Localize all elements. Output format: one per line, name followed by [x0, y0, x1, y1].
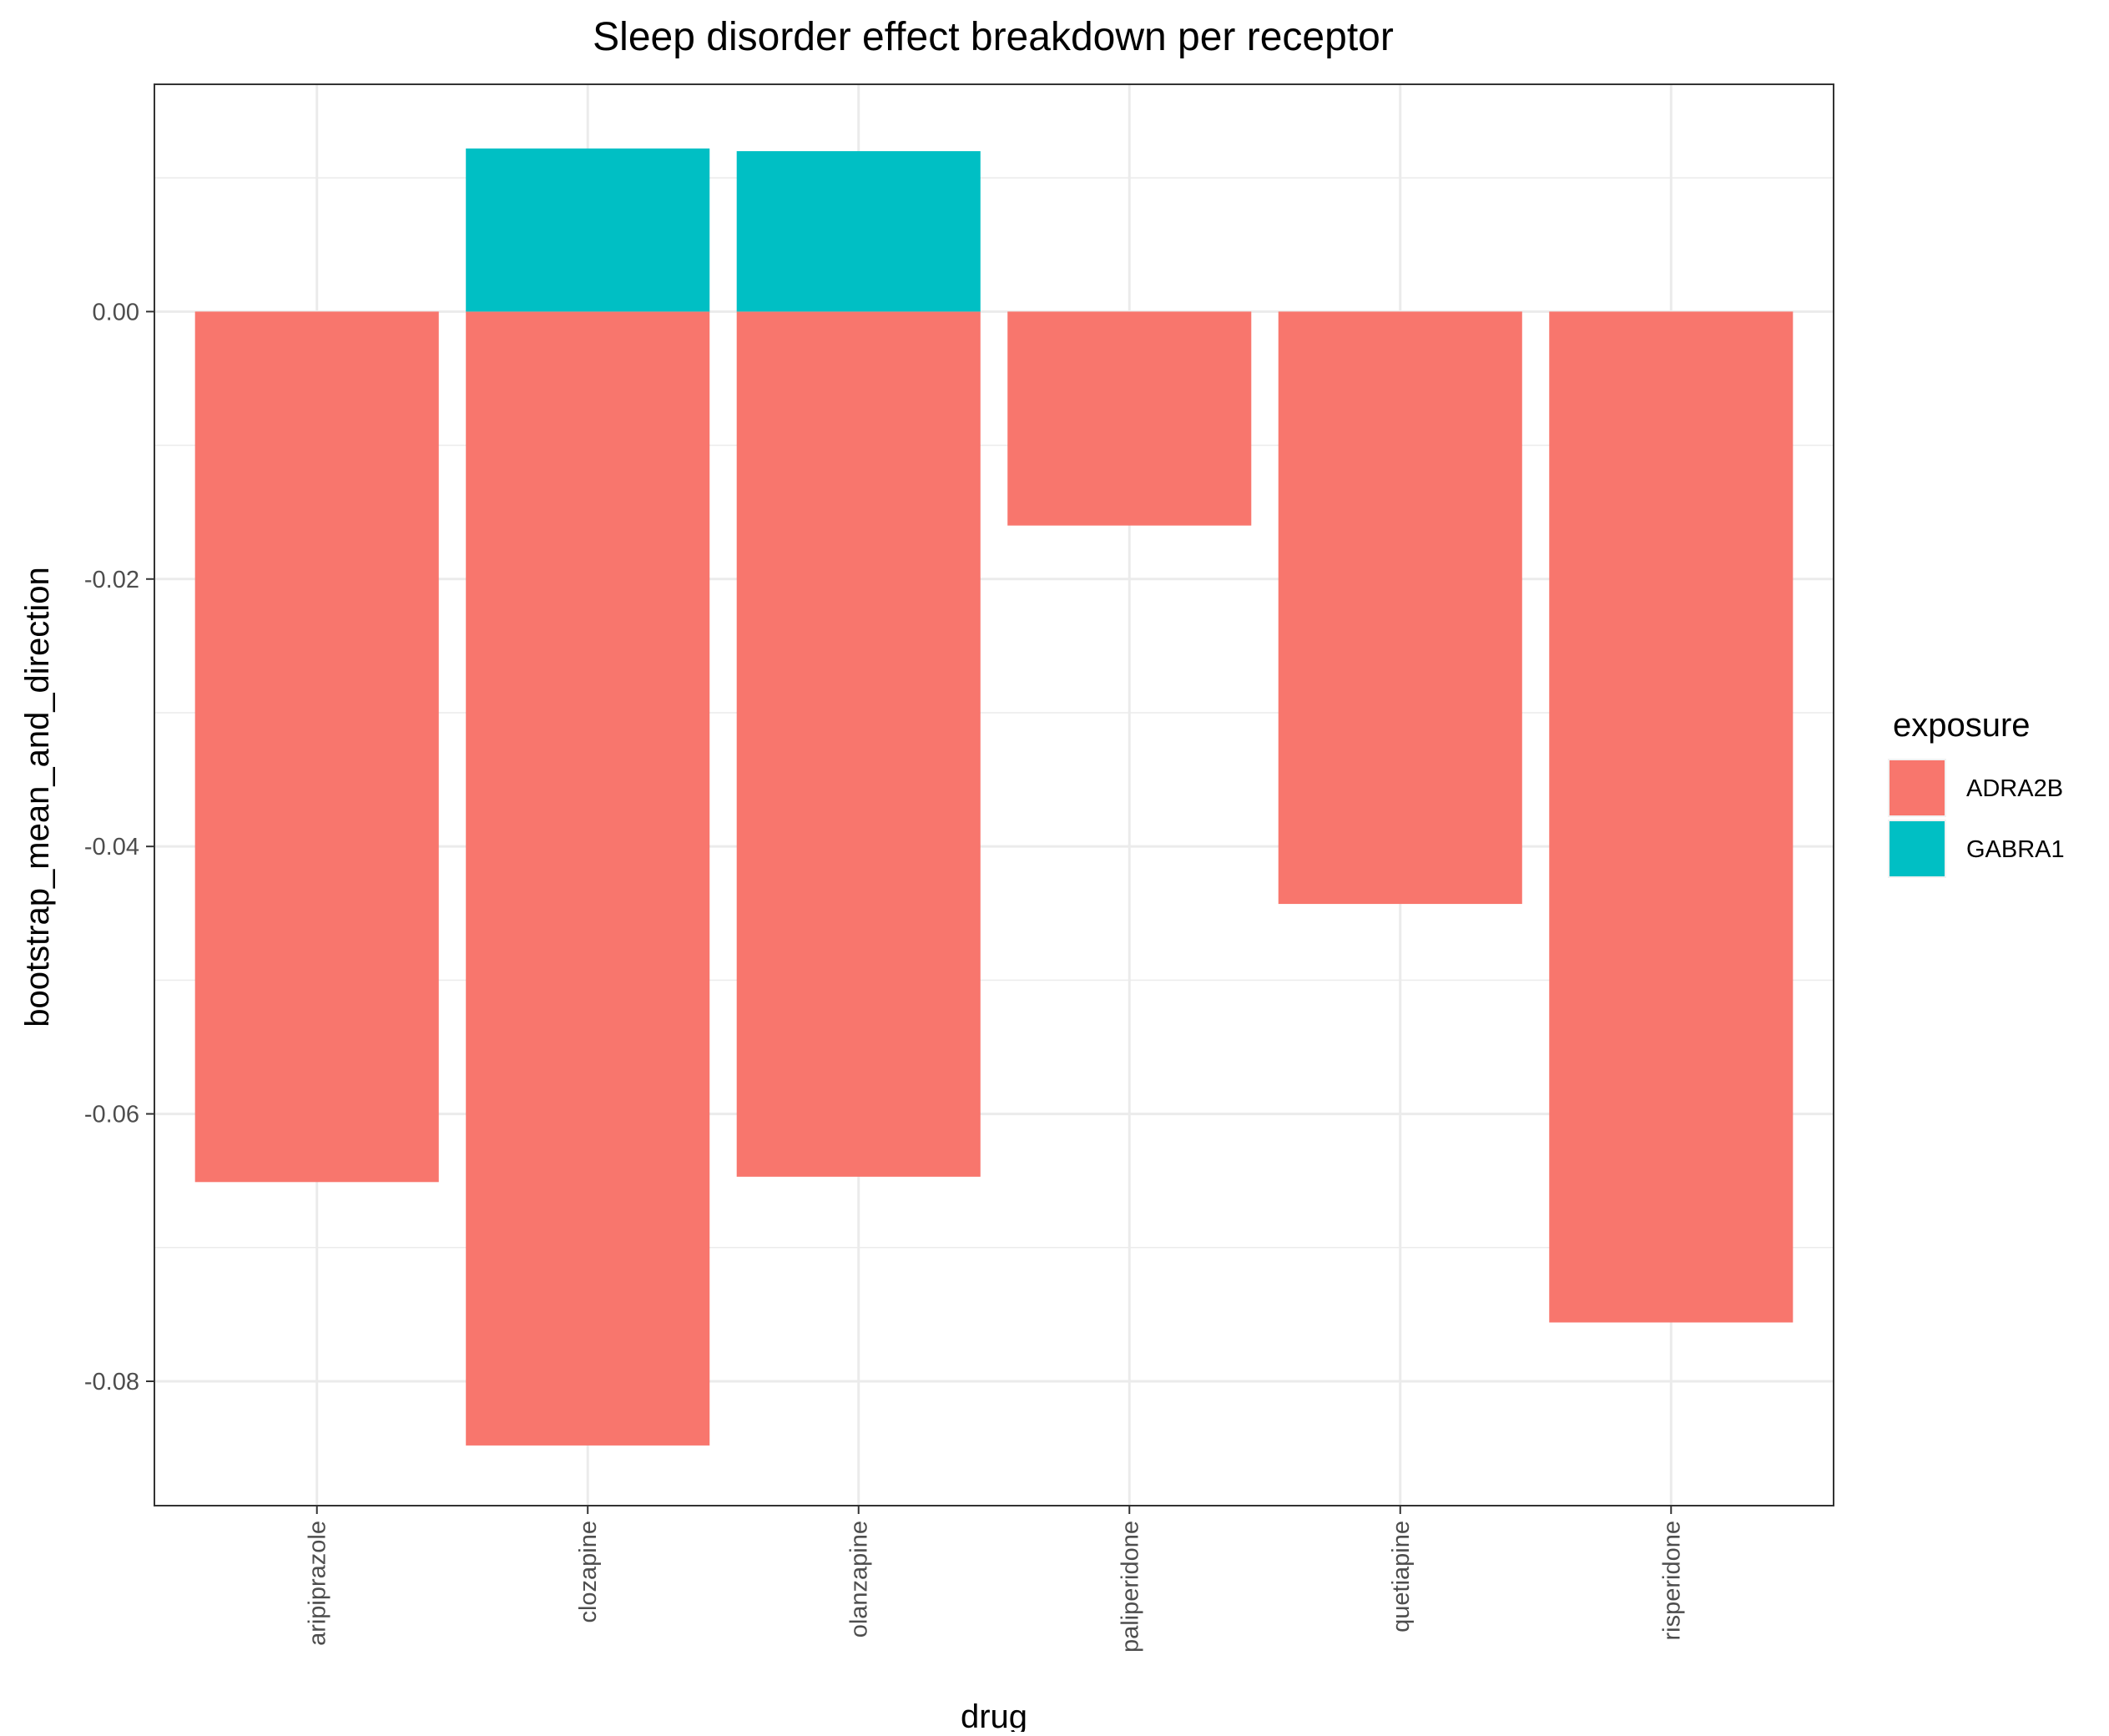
x-tick-label: clozapine [575, 1521, 602, 1623]
bar-risperidone-adra2b [1549, 311, 1794, 1323]
bar-olanzapine-gabra1 [736, 151, 981, 312]
x-tick-label: paliperidone [1117, 1521, 1143, 1653]
x-tick-label: quetiapine [1388, 1521, 1415, 1633]
x-axis: aripiprazole clozapine olanzapine paliperid… [305, 1506, 1685, 1653]
x-tick-label: aripiprazole [305, 1521, 331, 1646]
x-axis-title: drug [961, 1698, 1027, 1732]
legend-key-adra2b [1890, 760, 1945, 815]
legend-key-gabra1 [1890, 821, 1945, 876]
x-tick-label: olanzapine [846, 1521, 873, 1638]
y-tick-label: -0.08 [84, 1369, 139, 1395]
bar-clozapine-gabra1 [466, 148, 710, 312]
y-axis: 0.00 -0.02 -0.04 -0.06 -0.08 [84, 299, 154, 1395]
chart-title: Sleep disorder effect breakdown per rece… [593, 15, 1394, 59]
panel-border [154, 83, 1834, 1506]
legend-title: exposure [1893, 707, 2031, 744]
y-tick-label: 0.00 [93, 299, 139, 326]
bar-paliperidone-adra2b [1007, 311, 1252, 526]
legend-label: GABRA1 [1966, 836, 2065, 863]
y-tick-label: -0.02 [84, 567, 139, 593]
bar-aripiprazole-adra2b [194, 311, 439, 1183]
y-axis-title: bootstrap_mean_and_direction [19, 567, 56, 1027]
legend-label: ADRA2B [1966, 775, 2063, 802]
bar-quetiapine-adra2b [1278, 311, 1522, 905]
y-tick-label: -0.04 [84, 834, 139, 860]
bars [194, 148, 1794, 1446]
y-tick-label: -0.06 [84, 1102, 139, 1128]
bar-clozapine-adra2b [466, 311, 710, 1446]
bar-olanzapine-adra2b [736, 311, 981, 1177]
x-tick-label: risperidone [1658, 1521, 1685, 1640]
legend: exposure ADRA2B GABRA1 [1888, 707, 2065, 878]
